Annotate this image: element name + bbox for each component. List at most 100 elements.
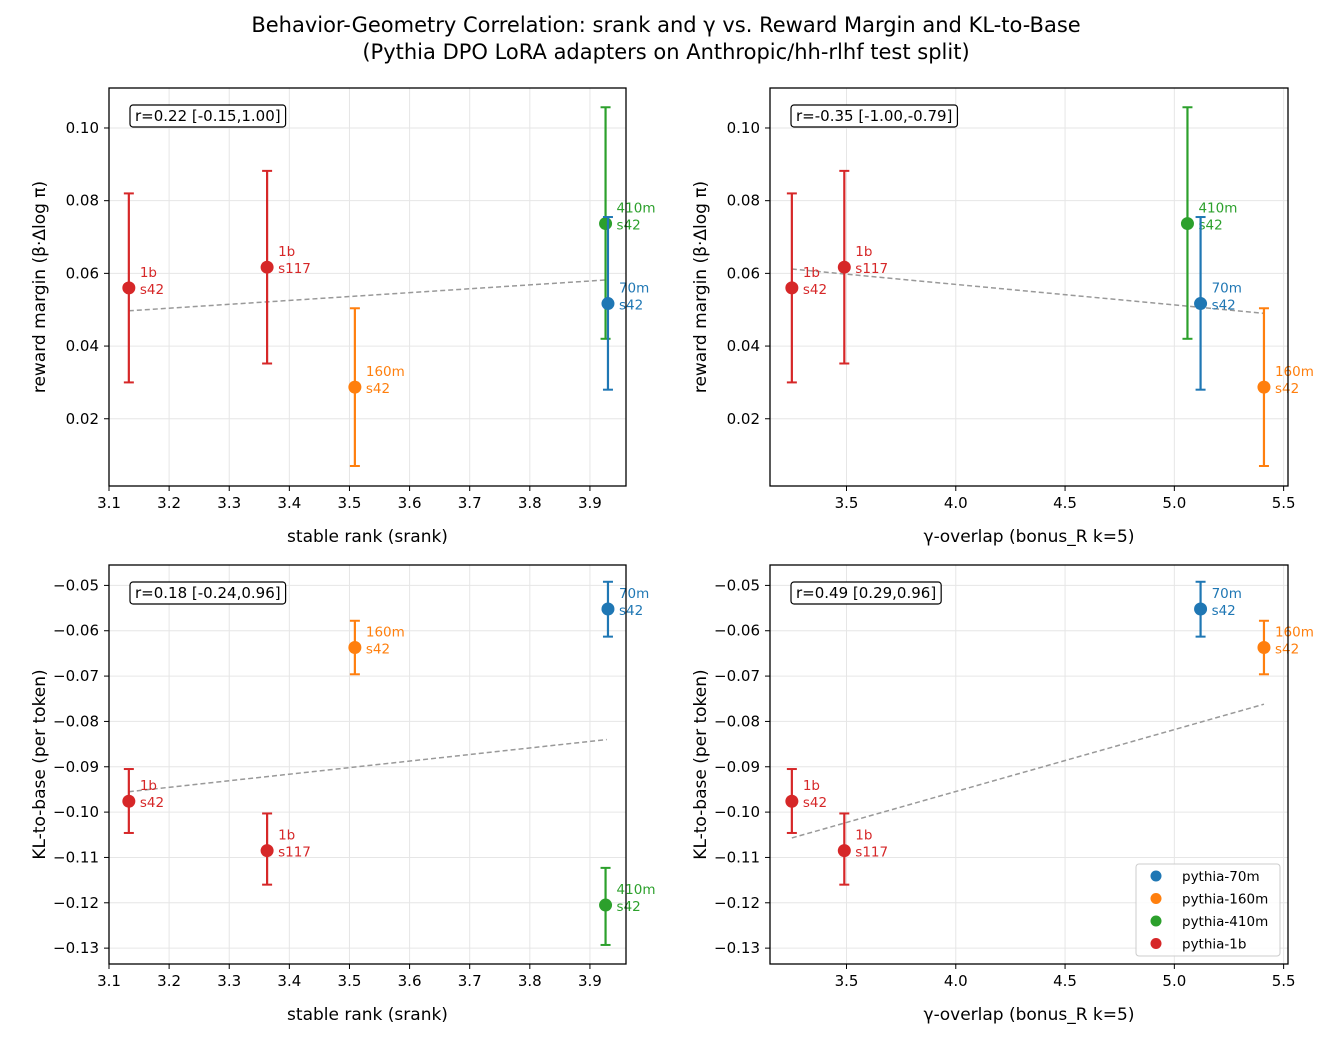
point-marker — [601, 297, 615, 311]
data-point-70m-s42: 70m s42 — [1194, 216, 1242, 391]
legend-marker — [1150, 870, 1162, 882]
correlation-annotation-box — [129, 581, 287, 605]
x-tick-label: 3.9 — [578, 972, 602, 990]
correlation-annotation: r=0.49 [0.29,0.96] — [790, 581, 942, 605]
y-tick-label: −0.13 — [714, 939, 760, 957]
correlation-annotation: r=0.18 [-0.24,0.96] — [129, 581, 287, 605]
point-label-model: 70m — [619, 281, 649, 297]
y-tick-label: 0.04 — [66, 337, 99, 355]
point-label-seed: s42 — [1198, 218, 1222, 234]
point-label-seed: s117 — [278, 261, 311, 277]
y-tick-label: 0.08 — [727, 192, 760, 210]
point-label-seed: s42 — [619, 298, 643, 314]
point-label-model: 410m — [617, 201, 656, 217]
point-label-model: 1b — [140, 265, 157, 281]
x-axis-label: stable rank (srank) — [287, 1005, 448, 1025]
point-marker — [785, 794, 799, 808]
point-label-seed: s42 — [140, 282, 164, 298]
y-axis-label: reward margin (β·Δlog π) — [691, 181, 711, 393]
point-marker — [1194, 602, 1208, 616]
point-label-seed: s42 — [617, 218, 641, 234]
x-tick-label: 3.5 — [835, 972, 859, 990]
x-tick-label: 3.7 — [458, 494, 482, 512]
x-tick-label: 5.0 — [1162, 494, 1186, 512]
axes-frame — [108, 564, 627, 965]
point-label-model: 70m — [1212, 281, 1242, 297]
y-tick-label: 0.08 — [66, 192, 99, 210]
point-label-model: 70m — [1212, 586, 1242, 602]
x-tick-label: 3.2 — [157, 494, 181, 512]
fit-line — [791, 703, 1265, 839]
correlation-annotation: r=0.22 [-0.15,1.00] — [129, 104, 287, 128]
x-tick-label: 3.4 — [277, 972, 301, 990]
point-label-model: 1b — [803, 778, 820, 794]
legend-entry-70m: pythia-70m — [1150, 869, 1260, 885]
point-label-seed: s42 — [619, 603, 643, 619]
y-axis-label: reward margin (β·Δlog π) — [30, 181, 50, 393]
x-axis-label: γ-overlap (bonus_R k=5) — [924, 1005, 1135, 1025]
x-tick-label: 5.5 — [1272, 494, 1296, 512]
y-tick-label: 0.02 — [727, 410, 760, 428]
point-marker — [1180, 217, 1194, 231]
point-marker — [785, 281, 799, 295]
y-tick-label: −0.05 — [53, 576, 99, 594]
point-marker — [599, 217, 613, 231]
y-tick-label: 0.10 — [727, 119, 760, 137]
correlation-annotation-text: r=-0.35 [-1.00,-0.79] — [796, 107, 952, 125]
point-marker — [348, 380, 362, 394]
x-tick-label: 3.5 — [835, 494, 859, 512]
point-label-model: 1b — [140, 778, 157, 794]
point-label-model: 160m — [1275, 625, 1314, 641]
point-marker — [260, 844, 274, 858]
point-label-seed: s117 — [855, 261, 888, 277]
point-label-seed: s42 — [366, 381, 390, 397]
point-label-seed: s42 — [803, 795, 827, 811]
legend-label: pythia-160m — [1182, 892, 1268, 908]
figure-title: Behavior-Geometry Correlation: srank and… — [251, 13, 1080, 37]
point-label-model: 160m — [366, 625, 405, 641]
y-tick-label: −0.10 — [53, 803, 99, 821]
x-axis-label: γ-overlap (bonus_R k=5) — [924, 527, 1135, 547]
axes-frame — [108, 87, 627, 487]
point-marker — [348, 641, 362, 655]
point-label-seed: s117 — [855, 845, 888, 861]
point-marker — [1257, 380, 1271, 394]
y-tick-label: −0.06 — [53, 622, 99, 640]
point-label-model: 410m — [1198, 201, 1237, 217]
x-axis-label: stable rank (srank) — [287, 527, 448, 547]
x-tick-label: 3.8 — [518, 972, 542, 990]
x-tick-label: 4.0 — [944, 972, 968, 990]
y-tick-label: −0.08 — [714, 712, 760, 730]
point-label-seed: s117 — [278, 845, 311, 861]
x-tick-label: 3.6 — [398, 494, 422, 512]
point-label-seed: s42 — [1275, 642, 1299, 658]
fit-line — [791, 268, 1265, 315]
point-label-seed: s42 — [1212, 603, 1236, 619]
y-tick-label: 0.02 — [66, 410, 99, 428]
y-tick-label: −0.07 — [53, 667, 99, 685]
y-tick-label: 0.06 — [727, 264, 760, 282]
correlation-annotation-box — [790, 581, 942, 605]
point-label-model: 1b — [278, 828, 295, 844]
y-tick-label: 0.04 — [727, 337, 760, 355]
correlation-annotation-box — [129, 104, 287, 128]
y-axis-label: KL-to-base (per token) — [691, 669, 711, 859]
y-tick-label: −0.10 — [714, 803, 760, 821]
y-tick-label: −0.12 — [714, 894, 760, 912]
chart-panel-top-right: 3.5 4.0 4.5 5.0 5.5 0.02 0.04 0.06 0.08 0.10 γ-ove… — [691, 87, 1314, 547]
legend-marker — [1150, 893, 1162, 904]
y-tick-label: −0.13 — [53, 939, 99, 957]
y-tick-label: −0.11 — [714, 848, 760, 866]
x-tick-label: 3.5 — [338, 972, 362, 990]
fit-line — [128, 738, 607, 793]
correlation-annotation: r=-0.35 [-1.00,-0.79] — [790, 104, 959, 128]
point-marker — [1194, 297, 1208, 311]
